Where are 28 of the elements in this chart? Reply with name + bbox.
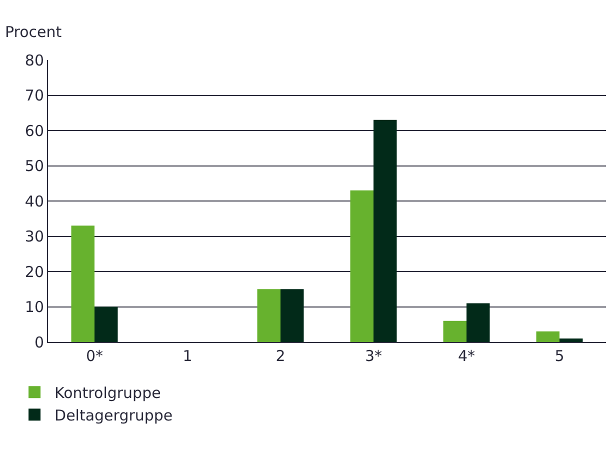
legend-label: Kontrolgruppe	[54, 384, 161, 402]
bar	[374, 120, 397, 342]
bar	[257, 289, 280, 342]
x-tick-label: 4*	[458, 347, 476, 365]
bar	[536, 331, 560, 342]
x-tick-label: 2	[276, 347, 286, 365]
y-tick-label: 50	[24, 157, 44, 175]
bar	[350, 190, 374, 342]
bar	[94, 306, 118, 342]
y-tick-label: 20	[24, 262, 44, 281]
bar	[443, 320, 466, 342]
y-tick-label: 0	[34, 333, 44, 352]
x-tick-label: 3*	[364, 347, 383, 365]
x-tick-label: 1	[182, 347, 192, 365]
legend-label: Deltagergruppe	[54, 406, 173, 424]
bar	[71, 226, 94, 342]
x-tick-label: 0*	[86, 347, 104, 365]
bar	[280, 289, 304, 342]
y-tick-label: 40	[24, 192, 44, 210]
y-tick-label: 70	[24, 86, 44, 104]
y-tick-label: 80	[24, 51, 44, 70]
y-tick-label: 10	[24, 298, 44, 316]
y-axis-title: Procent	[5, 23, 62, 41]
x-tick-label: 5	[554, 347, 564, 365]
bar	[560, 338, 583, 342]
bar	[466, 303, 490, 342]
y-tick-label: 30	[24, 228, 44, 246]
y-tick-label: 60	[24, 122, 44, 140]
